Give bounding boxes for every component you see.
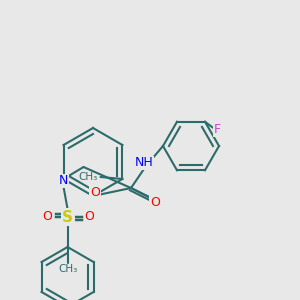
Text: S: S	[62, 209, 73, 224]
Text: O: O	[43, 211, 52, 224]
Text: F: F	[213, 123, 220, 136]
Text: CH₃: CH₃	[78, 172, 98, 182]
Text: O: O	[85, 211, 94, 224]
Text: O: O	[150, 196, 160, 208]
Text: N: N	[59, 175, 68, 188]
Text: O: O	[90, 187, 100, 200]
Text: NH: NH	[135, 157, 153, 169]
Text: CH₃: CH₃	[58, 264, 77, 274]
